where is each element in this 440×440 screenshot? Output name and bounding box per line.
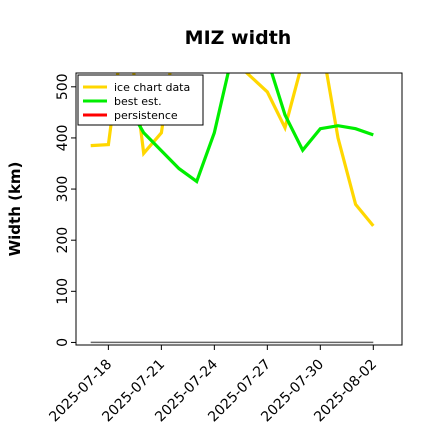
series-layer	[90, 73, 375, 344]
y-tick-label: 400	[55, 125, 71, 152]
y-tick-label: 0	[55, 338, 71, 347]
series-line-1	[124, 73, 374, 184]
y-tick-label: 200	[55, 227, 71, 254]
y-tick-label: 100	[55, 278, 71, 305]
legend-label: best est.	[114, 95, 162, 108]
y-tick-label: 500	[55, 73, 71, 100]
y-axis-label: Width (km)	[6, 162, 24, 257]
plot-frame	[75, 72, 403, 346]
series-line-0	[90, 73, 375, 227]
chart-title: MIZ width	[185, 27, 292, 49]
y-axis: 0 100 200 300 400 500	[55, 73, 76, 347]
x-axis: 2025-07-182025-07-212025-07-242025-07-27…	[46, 345, 380, 425]
legend-label: ice chart data	[114, 81, 190, 94]
legend-label: persistence	[114, 109, 178, 122]
legend-box	[77, 74, 204, 126]
y-tick-label: 300	[55, 176, 71, 203]
